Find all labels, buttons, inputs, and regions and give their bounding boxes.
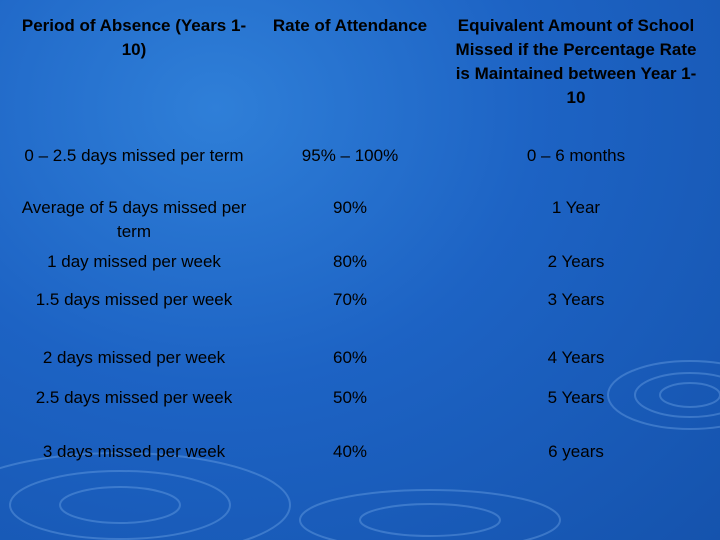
header-rate-of-attendance: Rate of Attendance xyxy=(272,16,428,35)
cell-rate: 90% xyxy=(332,198,368,217)
cell-rate: 40% xyxy=(332,442,368,461)
cell-period: Average of 5 days missed per term xyxy=(21,198,247,241)
cell-rate: 50% xyxy=(332,388,368,407)
cell-equivalent: 4 Years xyxy=(547,348,605,367)
cell-equivalent: 6 years xyxy=(548,442,604,461)
table-row: 1.5 days missed per week 70% 3 Years xyxy=(18,288,702,342)
cell-rate: 60% xyxy=(332,348,368,367)
header-equivalent-school-missed: Equivalent Amount of School Missed if th… xyxy=(455,16,697,107)
cell-equivalent: 2 Years xyxy=(547,252,605,271)
header-row: Period of Absence (Years 1-10) Rate of A… xyxy=(18,14,702,144)
table-row: 2 days missed per week 60% 4 Years xyxy=(18,342,702,386)
table-row: 3 days missed per week 40% 6 years xyxy=(18,440,702,480)
table-row: Average of 5 days missed per term 90% 1 … xyxy=(18,196,702,250)
cell-period: 3 days missed per week xyxy=(42,442,226,461)
cell-rate: 95% – 100% xyxy=(301,146,399,165)
attendance-table: Period of Absence (Years 1-10) Rate of A… xyxy=(18,14,702,480)
cell-equivalent: 1 Year xyxy=(551,198,601,217)
table-row: 2.5 days missed per week 50% 5 Years xyxy=(18,386,702,440)
cell-period: 1.5 days missed per week xyxy=(35,290,233,309)
cell-equivalent: 0 – 6 months xyxy=(526,146,626,165)
cell-period: 2.5 days missed per week xyxy=(35,388,233,407)
table-row: 1 day missed per week 80% 2 Years xyxy=(18,250,702,288)
cell-equivalent: 5 Years xyxy=(547,388,605,407)
cell-period: 1 day missed per week xyxy=(47,252,221,271)
cell-period: 2 days missed per week xyxy=(42,348,226,367)
cell-equivalent: 3 Years xyxy=(547,290,605,309)
cell-rate: 70% xyxy=(332,290,368,309)
table-row: 0 – 2.5 days missed per term 95% – 100% … xyxy=(18,144,702,196)
cell-rate: 80% xyxy=(332,252,368,271)
cell-period: 0 – 2.5 days missed per term xyxy=(24,146,244,165)
header-period-of-absence: Period of Absence (Years 1-10) xyxy=(21,16,247,59)
